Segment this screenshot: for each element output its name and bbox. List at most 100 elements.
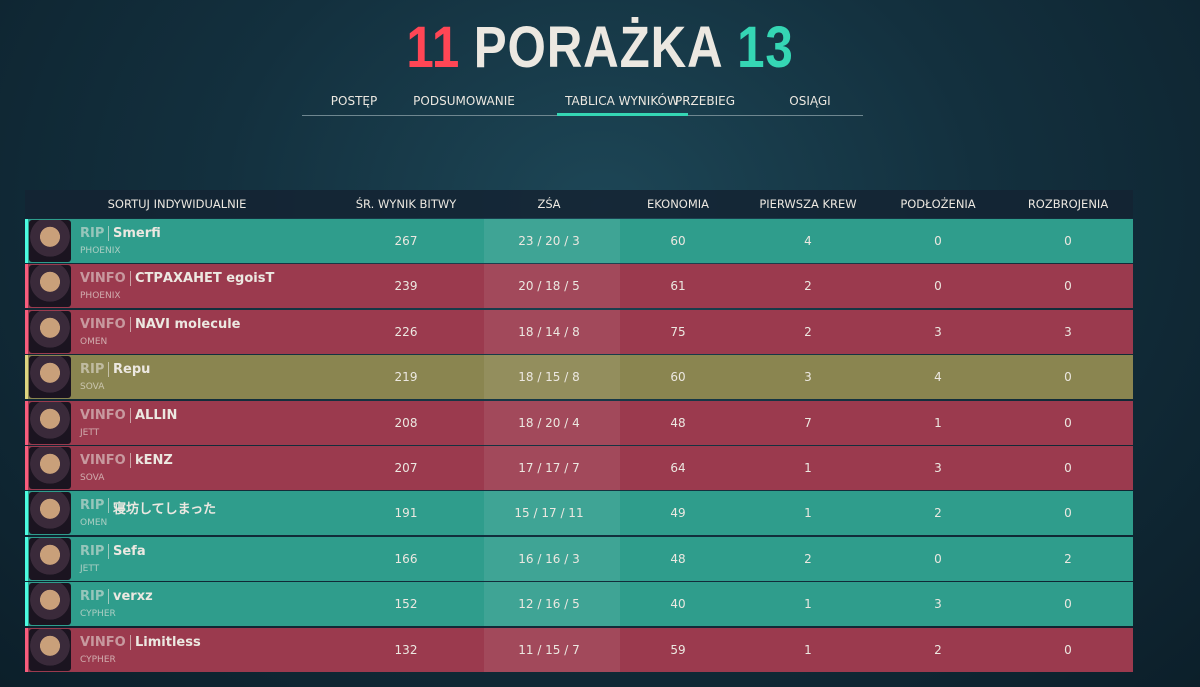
player-row[interactable]: RIP Smerfi PHOENIX 267 23 / 20 / 3 60 4 0 0 — [25, 219, 1133, 263]
defuses: 0 — [1064, 370, 1072, 385]
agent-portrait — [29, 492, 71, 535]
economy: 61 — [670, 279, 686, 294]
defuses: 2 — [1064, 551, 1072, 566]
plants: 0 — [934, 234, 942, 248]
column-header: ROZBROJENIA — [1027, 197, 1109, 211]
team-tag: RIP — [80, 589, 110, 605]
score: 132 — [394, 642, 418, 657]
player-row[interactable]: RIP Repu SOVA 219 18 / 15 / 8 60 3 4 0 — [25, 355, 1133, 400]
defuses: 0 — [1064, 461, 1072, 475]
player-row[interactable]: RIP 寝坊してしまった OMEN 191 15 / 17 / 11 49 1 2 0 — [25, 491, 1133, 536]
agent-portrait — [29, 628, 71, 671]
column-header[interactable]: SORTUJ INDYWIDUALNIE — [107, 197, 247, 211]
kda: 18 / 15 / 8 — [518, 370, 580, 385]
plants: 0 — [934, 551, 942, 566]
player-name: kENZ — [135, 453, 173, 468]
team-tag: RIP — [80, 362, 110, 378]
first-bloods: 2 — [804, 324, 812, 339]
team-tag: VINFO — [80, 271, 131, 287]
plants: 0 — [934, 279, 942, 294]
kda: 16 / 16 / 3 — [518, 551, 580, 566]
player-row[interactable]: VINFO NAVI molecule OMEN 226 18 / 14 / 8 75 2 3… — [25, 309, 1133, 354]
player-name: Sefa — [113, 543, 146, 559]
defuses: 0 — [1064, 234, 1072, 248]
kda: 23 / 20 / 3 — [518, 234, 580, 248]
table-header: SORTUJ INDYWIDUALNIE ŚR. WYNIK BITWY ZŚA EK… — [25, 190, 1133, 218]
team-tag: RIP — [80, 543, 110, 559]
agent-portrait — [29, 220, 71, 262]
defuses: 0 — [1064, 597, 1072, 612]
player-name: Repu — [113, 362, 151, 378]
plants: 4 — [934, 370, 942, 385]
player-row[interactable]: RIP verxz CYPHER 152 12 / 16 / 5 40 1 3 0 — [25, 582, 1133, 627]
agent-portrait — [29, 447, 71, 489]
player-row[interactable]: VINFO ALLIN JETT 208 18 / 20 / 4 48 7 1 0 — [25, 400, 1133, 445]
economy: 60 — [670, 234, 686, 248]
economy: 75 — [670, 324, 686, 339]
player-name: NAVI molecule — [135, 316, 241, 332]
agent-name: PHOENIX — [80, 291, 121, 302]
match-result: 11 PORAŻKA 13 — [90, 14, 1110, 81]
tab[interactable]: POSTĘP — [330, 94, 378, 108]
score: 152 — [394, 597, 418, 612]
kda-band — [484, 536, 620, 581]
score-right: 13 — [737, 15, 794, 80]
economy: 40 — [670, 597, 686, 612]
team-tag: RIP — [80, 226, 110, 241]
player-row[interactable]: VINFO СТРАХАНЕТ egoisT PHOENIX 239 20 / 18 /… — [25, 264, 1133, 309]
defuses: 3 — [1064, 324, 1072, 339]
tab[interactable]: PRZEBIEG — [674, 94, 736, 108]
kda: 12 / 16 / 5 — [518, 597, 580, 612]
team-tag: RIP — [80, 498, 110, 514]
column-header: PIERWSZA KREW — [759, 197, 857, 211]
player-name: 寝坊してしまった — [113, 502, 217, 518]
row-edge — [25, 309, 28, 354]
defuses: 0 — [1064, 506, 1072, 521]
tab[interactable]: PODSUMOWANIE — [413, 94, 515, 108]
plants: 3 — [934, 597, 942, 612]
player-name: СТРАХАНЕТ egoisT — [135, 271, 275, 287]
kda: 20 / 18 / 5 — [518, 279, 580, 294]
row-edge — [25, 627, 28, 672]
first-bloods: 2 — [804, 279, 812, 294]
agent-portrait — [29, 265, 71, 308]
score: 239 — [394, 279, 418, 294]
economy: 64 — [670, 461, 686, 475]
agent-name: CYPHER — [80, 654, 116, 665]
agent-portrait — [29, 401, 71, 444]
player-row[interactable]: VINFO kENZ SOVA 207 17 / 17 / 7 64 1 3 0 — [25, 446, 1133, 490]
agent-name: SOVA — [80, 473, 105, 483]
row-edge — [25, 355, 28, 400]
agent-name: SOVA — [80, 382, 105, 393]
column-header: PODŁOŻENIA — [900, 197, 976, 211]
first-bloods: 4 — [804, 234, 812, 248]
tab-bar: POSTĘP PODSUMOWANIE TABLICA WYNIKÓW PRZEBIE… — [302, 94, 863, 116]
agent-name: CYPHER — [80, 609, 116, 620]
kda-band — [484, 491, 620, 536]
tab[interactable]: OSIĄGI — [789, 94, 831, 108]
plants: 3 — [934, 461, 942, 475]
plants: 1 — [934, 415, 942, 430]
first-bloods: 1 — [804, 461, 812, 475]
column-header: ZŚA — [537, 197, 561, 211]
score: 208 — [394, 415, 418, 430]
economy: 49 — [670, 506, 686, 521]
tab[interactable]: TABLICA WYNIKÓW — [556, 94, 688, 116]
economy: 48 — [670, 415, 686, 430]
team-tag: VINFO — [80, 407, 131, 423]
first-bloods: 2 — [804, 551, 812, 566]
agent-name: OMEN — [80, 518, 108, 529]
agent-name: JETT — [80, 563, 100, 574]
row-edge — [25, 446, 28, 490]
player-row[interactable]: VINFO Limitless CYPHER 132 11 / 15 / 7 59 1 2 0 — [25, 627, 1133, 672]
defuses: 0 — [1064, 279, 1072, 294]
first-bloods: 7 — [804, 415, 812, 430]
first-bloods: 1 — [804, 642, 812, 657]
kda: 18 / 20 / 4 — [518, 415, 580, 430]
score: 267 — [394, 234, 418, 248]
plants: 2 — [934, 506, 942, 521]
row-edge — [25, 219, 28, 263]
economy: 60 — [670, 370, 686, 385]
kda-band — [484, 309, 620, 354]
player-row[interactable]: RIP Sefa JETT 166 16 / 16 / 3 48 2 0 2 — [25, 536, 1133, 581]
